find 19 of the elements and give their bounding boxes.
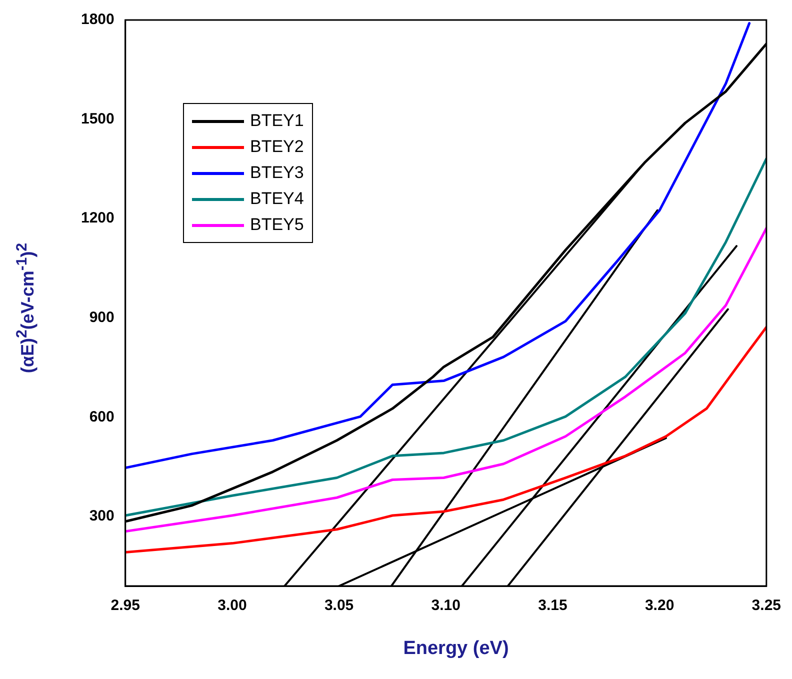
legend-label: BTEY1 (250, 111, 304, 131)
x-tick-label: 3.10 (431, 597, 460, 614)
y-tick-label: 600 (89, 408, 114, 426)
x-tick-label: 3.20 (644, 597, 674, 614)
x-tick-label: 2.95 (110, 597, 140, 614)
legend-label: BTEY2 (250, 137, 304, 157)
x-tick-label: 3.05 (324, 597, 354, 614)
y-tick-label: 1500 (80, 110, 114, 128)
x-axis-title: Energy (eV) (402, 638, 510, 660)
legend-label: BTEY3 (250, 163, 304, 183)
y-tick-label: 900 (89, 309, 114, 326)
legend-label: BTEY5 (250, 215, 304, 235)
y-tick-label: 1800 (80, 11, 114, 28)
y-tick-label: 1200 (80, 210, 114, 227)
x-tick-label: 3.15 (538, 597, 568, 614)
x-tick-label: 3.25 (752, 597, 782, 614)
x-tick-label: 3.00 (218, 597, 247, 614)
y-tick-label: 300 (89, 508, 114, 525)
legend-label: BTEY4 (250, 189, 304, 209)
